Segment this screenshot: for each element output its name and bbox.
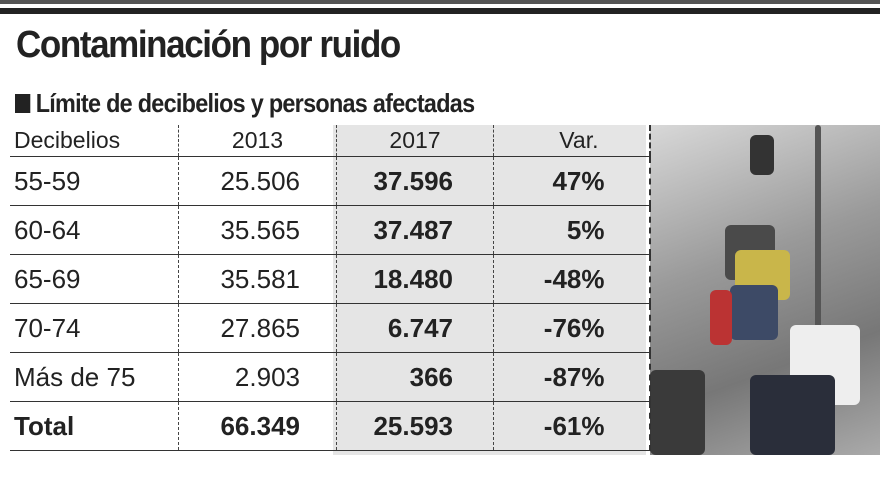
table-cell: 35.581: [178, 254, 337, 304]
table-cell: 60-64: [10, 205, 179, 255]
square-bullet-icon: [15, 94, 31, 113]
table-cell: 25.506: [178, 156, 337, 206]
total-cell: Total: [10, 401, 179, 451]
table-header: Decibelios 2013 2017 Var.: [10, 125, 651, 157]
table-row: Más de 75 2.903 366 -87%: [10, 352, 651, 402]
table-cell: 37.596: [336, 156, 494, 206]
chart-subtitle: Límite de decibelios y personas afectada…: [15, 88, 475, 119]
car: [650, 370, 705, 455]
top-rule-thin: [0, 0, 880, 4]
car: [730, 285, 778, 340]
table-row: 70-74 27.865 6.747 -76%: [10, 303, 651, 353]
subtitle-text: Límite de decibelios y personas afectada…: [35, 88, 475, 118]
motorbike: [710, 290, 732, 345]
table-cell: Más de 75: [10, 352, 179, 402]
top-rule-thick: [0, 8, 880, 14]
total-row: Total 66.349 25.593 -61%: [10, 401, 651, 451]
header-cell: 2017: [336, 125, 494, 157]
total-cell: 66.349: [178, 401, 337, 451]
table-cell: 65-69: [10, 254, 179, 304]
header-cell: Var.: [493, 125, 651, 157]
table-cell: -48%: [493, 254, 651, 304]
pole: [815, 125, 821, 455]
chart-title: Contaminación por ruido: [16, 24, 401, 66]
table-cell: -87%: [493, 352, 651, 402]
table-cell: 27.865: [178, 303, 337, 353]
table-row: 65-69 35.581 18.480 -48%: [10, 254, 651, 304]
table-row: 60-64 35.565 37.487 5%: [10, 205, 651, 255]
table-cell: 366: [336, 352, 494, 402]
header-cell: Decibelios: [10, 125, 179, 157]
header-cell: 2013: [178, 125, 337, 157]
table-row: 55-59 25.506 37.596 47%: [10, 156, 651, 206]
traffic-light: [750, 135, 774, 175]
table-cell: 35.565: [178, 205, 337, 255]
car: [750, 375, 835, 455]
table-cell: 6.747: [336, 303, 494, 353]
total-cell: 25.593: [336, 401, 494, 451]
table-cell: 37.487: [336, 205, 494, 255]
table-cell: 55-59: [10, 156, 179, 206]
table-cell: 2.903: [178, 352, 337, 402]
table-cell: -76%: [493, 303, 651, 353]
table-cell: 47%: [493, 156, 651, 206]
traffic-photo: [650, 125, 880, 455]
table-cell: 5%: [493, 205, 651, 255]
table-cell: 18.480: [336, 254, 494, 304]
data-table: Decibelios 2013 2017 Var. 55-59 25.506 37.…: [10, 125, 651, 451]
total-cell: -61%: [493, 401, 651, 451]
table-cell: 70-74: [10, 303, 179, 353]
